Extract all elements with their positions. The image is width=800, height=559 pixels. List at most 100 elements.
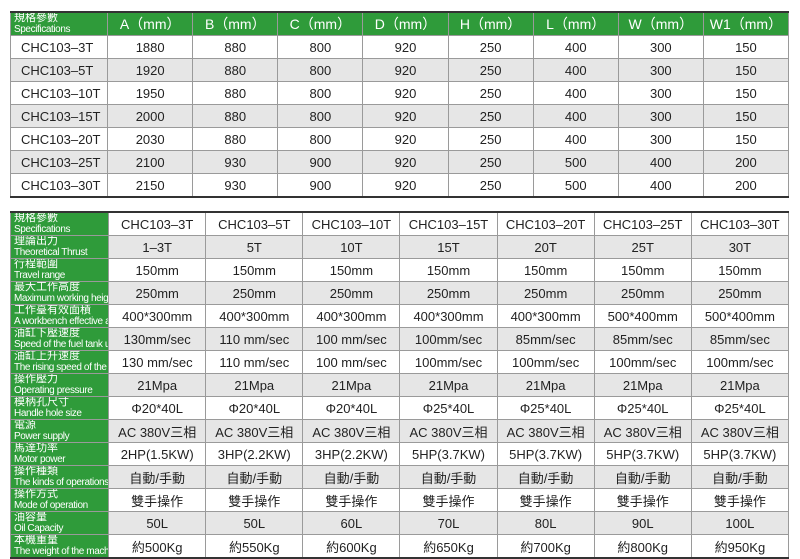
value-cell: 1–3T	[108, 235, 207, 259]
value-cell: 約700Kg	[496, 534, 595, 559]
spec-label-cell-en: Theoretical Thrust	[14, 247, 88, 258]
column-header: A（mm）	[107, 11, 194, 36]
spec-label-cell-en: A workbench effective area	[14, 316, 108, 327]
value-cell: 100 mm/sec	[302, 327, 401, 351]
value-cell: 250mm	[399, 281, 498, 305]
spec-label-cell-en: Maximum working height	[14, 293, 109, 304]
value-cell: 雙手操作	[108, 488, 207, 512]
value-cell: 70L	[399, 511, 498, 535]
value-cell: 5HP(3.7KW)	[496, 442, 595, 466]
value-cell: Φ25*40L	[690, 396, 790, 420]
value-cell: 300	[617, 35, 704, 59]
spec-label-cell-zh: 油缸下壓速度	[14, 327, 80, 339]
spec-label-cell-en: Oil Capacity	[14, 523, 64, 534]
spec-row: 規格參數 Specifications CHC103–3T CHC103–5T CHC1…	[9, 211, 790, 236]
value-cell: 5HP(3.7KW)	[690, 442, 790, 466]
value-cell: 約500Kg	[108, 534, 207, 559]
value-cell: 自動/手動	[496, 465, 595, 489]
table-row: CHC103–15T 2000 880 800 920 250 400 300 150	[9, 104, 790, 128]
spec-label-cell: 操作方式 Mode of operation	[9, 488, 110, 512]
value-cell: 1950	[107, 81, 194, 105]
model-cell: CHC103–3T	[9, 35, 109, 59]
value-cell: 250	[447, 35, 534, 59]
value-cell: 15T	[399, 235, 498, 259]
value-cell: 150	[702, 35, 790, 59]
value-cell: 21Mpa	[593, 373, 692, 397]
value-cell: 100mm/sec	[399, 327, 498, 351]
value-cell: 300	[617, 104, 704, 128]
value-cell: 21Mpa	[205, 373, 304, 397]
spec-label-cell: 規格參數 Specifications	[9, 211, 110, 236]
value-cell: 500*400mm	[593, 304, 692, 328]
spec-row: 油容量 Oil Capacity 50L 50L 60L 70L 80L 90L 100L	[9, 511, 790, 535]
spec-header-cell-zh: 規格參數	[14, 12, 58, 24]
value-cell: 21Mpa	[690, 373, 790, 397]
value-cell: 150	[702, 127, 790, 151]
value-cell: 自動/手動	[593, 465, 692, 489]
spec-label-cell-en: Motor power	[14, 454, 66, 465]
value-cell: 100mm/sec	[496, 350, 595, 374]
value-cell: AC 380V三相	[690, 419, 790, 443]
column-header: H（mm）	[447, 11, 534, 36]
value-cell: 10T	[302, 235, 401, 259]
value-cell: 自動/手動	[302, 465, 401, 489]
value-cell: 85mm/sec	[690, 327, 790, 351]
value-cell: 150mm	[205, 258, 304, 282]
spec-label-cell-zh: 操作壓力	[14, 373, 58, 385]
value-cell: 150mm	[399, 258, 498, 282]
spec-label-cell-en: The kinds of operations	[14, 477, 109, 488]
value-cell: 400*300mm	[496, 304, 595, 328]
value-cell: 300	[617, 81, 704, 105]
value-cell: 920	[362, 104, 449, 128]
value-cell: 800	[277, 58, 364, 82]
value-cell: 雙手操作	[302, 488, 401, 512]
value-cell: 80L	[496, 511, 595, 535]
value-cell: 800	[277, 81, 364, 105]
value-cell: 2150	[107, 173, 194, 198]
spec-label-cell-zh: 電源	[14, 419, 36, 431]
spec-label-cell-en: Operating pressure	[14, 385, 93, 396]
table-row: CHC103–3T 1880 880 800 920 250 400 300 150	[9, 35, 790, 59]
value-cell: 自動/手動	[690, 465, 790, 489]
value-cell: 250mm	[302, 281, 401, 305]
value-cell: 20T	[496, 235, 595, 259]
value-cell: 250mm	[593, 281, 692, 305]
spec-label-cell: 理論出力 Theoretical Thrust	[9, 235, 110, 259]
value-cell: 500	[532, 150, 619, 174]
value-cell: 2030	[107, 127, 194, 151]
value-cell: 100mm/sec	[690, 350, 790, 374]
value-cell: CHC103–5T	[205, 211, 304, 236]
model-cell: CHC103–15T	[9, 104, 109, 128]
value-cell: AC 380V三相	[593, 419, 692, 443]
column-header: W（mm）	[617, 11, 704, 36]
value-cell: 930	[192, 150, 279, 174]
value-cell: 雙手操作	[690, 488, 790, 512]
spec-label-cell-zh: 本機重量	[14, 534, 58, 546]
value-cell: 920	[362, 35, 449, 59]
spec-label-cell: 最大工作高度 Maximum working height	[9, 281, 110, 305]
value-cell: 250mm	[496, 281, 595, 305]
value-cell: AC 380V三相	[108, 419, 207, 443]
value-cell: 90L	[593, 511, 692, 535]
value-cell: CHC103–15T	[399, 211, 498, 236]
spec-label-cell: 操作種類 The kinds of operations	[9, 465, 110, 489]
value-cell: 110 mm/sec	[205, 350, 304, 374]
spec-label-cell-zh: 馬達功率	[14, 442, 58, 454]
value-cell: 2000	[107, 104, 194, 128]
value-cell: 自動/手動	[108, 465, 207, 489]
value-cell: 85mm/sec	[496, 327, 595, 351]
value-cell: 130mm/sec	[108, 327, 207, 351]
value-cell: Φ20*40L	[302, 396, 401, 420]
dimensions-table: 規格參數 Specifications A（mm） B（mm） C（mm） D（mm） H（…	[9, 11, 790, 198]
value-cell: 920	[362, 173, 449, 198]
value-cell: 21Mpa	[496, 373, 595, 397]
value-cell: 1880	[107, 35, 194, 59]
spec-label-cell-en: The weight of the machine	[14, 546, 108, 557]
value-cell: 130 mm/sec	[108, 350, 207, 374]
model-cell: CHC103–30T	[9, 173, 109, 198]
spec-label-cell-zh: 油缸上升速度	[14, 350, 80, 362]
column-header: L（mm）	[532, 11, 619, 36]
spec-row: 行程範圍 Travel range 150mm 150mm 150mm 150mm 150m…	[9, 258, 790, 282]
spec-row: 操作方式 Mode of operation 雙手操作 雙手操作 雙手操作 雙手操作 雙手操…	[9, 488, 790, 512]
